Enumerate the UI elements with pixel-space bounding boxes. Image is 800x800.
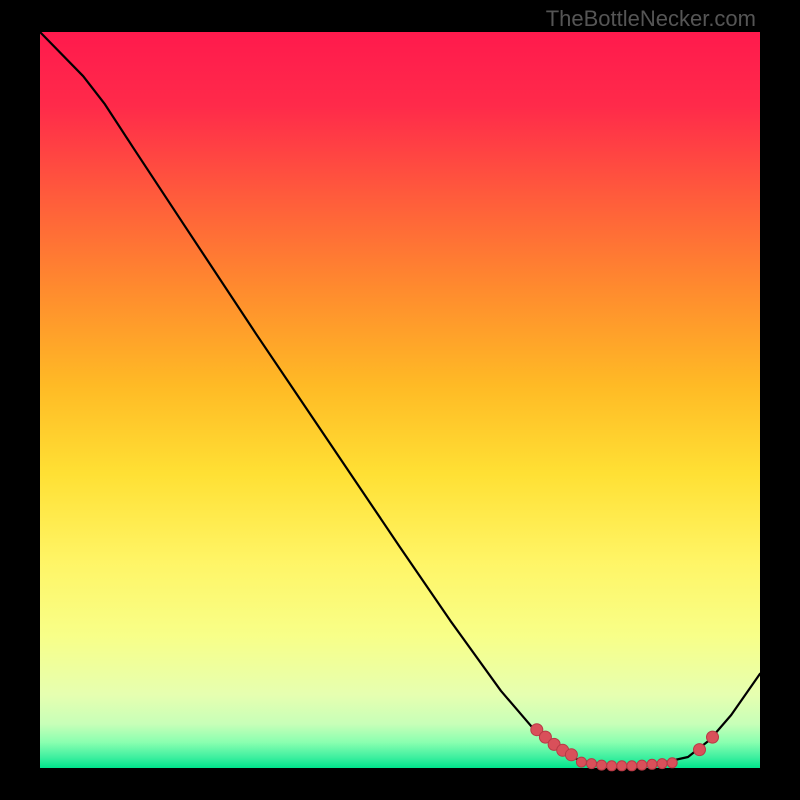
curve-marker (565, 749, 577, 761)
curve-marker (657, 759, 667, 769)
curve-marker (667, 758, 677, 768)
bottleneck-chart-svg (0, 0, 800, 800)
curve-marker (617, 761, 627, 771)
curve-marker (694, 744, 706, 756)
heat-gradient-background (40, 32, 760, 768)
curve-marker (607, 761, 617, 771)
chart-container: TheBottleNecker.com (0, 0, 800, 800)
curve-marker (597, 760, 607, 770)
curve-marker (647, 759, 657, 769)
curve-marker (576, 757, 586, 767)
curve-marker (637, 760, 647, 770)
curve-marker (587, 759, 597, 769)
curve-marker (707, 731, 719, 743)
watermark-text: TheBottleNecker.com (546, 6, 756, 32)
curve-marker (627, 761, 637, 771)
